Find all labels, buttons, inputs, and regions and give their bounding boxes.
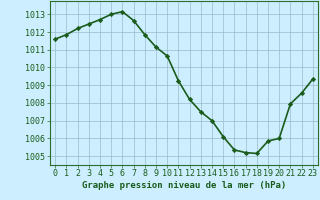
X-axis label: Graphe pression niveau de la mer (hPa): Graphe pression niveau de la mer (hPa) xyxy=(82,181,286,190)
